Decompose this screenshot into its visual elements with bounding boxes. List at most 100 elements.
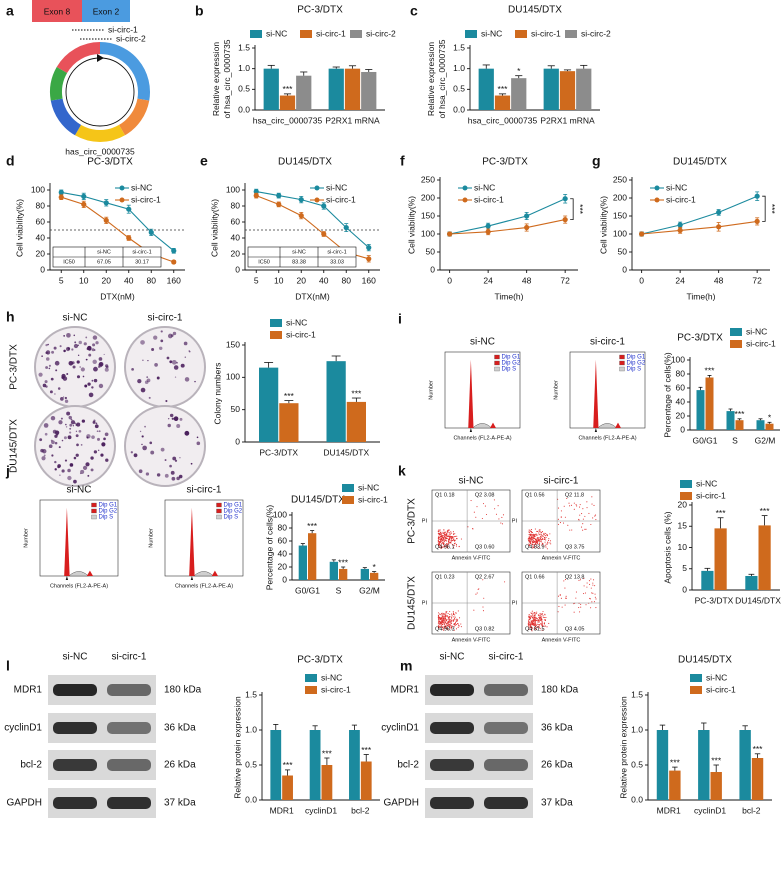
colony [61, 439, 64, 442]
cell-event [530, 531, 532, 533]
colony [73, 456, 77, 460]
colony [39, 438, 43, 442]
colony [87, 382, 91, 386]
chart-title: PC-3/DTX [297, 5, 343, 16]
bar [328, 68, 344, 110]
y-tick-label: 1.5 [245, 689, 257, 699]
cell-event [442, 613, 444, 615]
cell-event [573, 508, 575, 510]
x-tick-label: 20 [102, 275, 112, 285]
chart-title: PC-3/DTX [87, 157, 133, 168]
colony [154, 363, 158, 367]
colony [167, 418, 170, 420]
x-tick-label: PC-3/DTX [695, 595, 734, 605]
y-tick-label: 0.0 [238, 104, 250, 114]
cell-event [451, 617, 453, 619]
colony [67, 468, 71, 473]
cell-event [573, 502, 575, 504]
colony [103, 353, 105, 356]
bar [259, 367, 279, 442]
colony [90, 468, 94, 472]
scatter-y-label: PI [422, 518, 428, 524]
cell-event [438, 534, 440, 536]
cell-event [454, 623, 456, 625]
legend-label: si-NC [326, 182, 347, 192]
cell-event [448, 540, 450, 542]
cell-event [438, 533, 440, 535]
cell-event [482, 606, 484, 608]
blot-band [107, 759, 151, 771]
y-tick-label: 50 [231, 404, 241, 414]
cell-event [543, 534, 545, 536]
scatter-x-label: Annexin V-FITC [542, 637, 581, 643]
cell-event [580, 526, 583, 528]
cell-event [445, 623, 447, 625]
column-label: si-NC [63, 313, 88, 324]
size-label: 180 kDa [164, 685, 202, 696]
cell-event [444, 623, 446, 625]
x-tick-label: cyclinD1 [305, 805, 337, 815]
cell-event [453, 533, 455, 535]
colony [105, 364, 109, 368]
cell-event [444, 615, 446, 617]
protein-label: bcl-2 [397, 760, 419, 771]
cell-event [580, 603, 582, 605]
significance-label: *** [670, 757, 681, 767]
cell-event [460, 538, 462, 540]
point [298, 213, 304, 219]
cell-event [531, 534, 533, 536]
cell-event [443, 616, 445, 618]
colony [141, 443, 143, 446]
cell-event [444, 544, 446, 546]
panel-letter: a [6, 3, 14, 19]
colony [149, 441, 153, 445]
cell-event [446, 543, 448, 545]
scatter-y-label: PI [512, 600, 518, 606]
cell-event [536, 546, 538, 548]
cell-event [528, 624, 530, 626]
cell-event [535, 628, 537, 630]
colony [71, 361, 75, 365]
point [524, 224, 530, 231]
cell-event [535, 544, 537, 546]
colony [87, 474, 90, 477]
cell-event [529, 621, 531, 623]
quadrant-label: Q2 2.67 [475, 574, 495, 580]
cell-event [563, 522, 565, 524]
point [562, 217, 568, 223]
point [58, 194, 64, 200]
x-tick-label: MDR1 [270, 805, 294, 815]
colony [171, 476, 176, 481]
cell-event [528, 539, 530, 541]
colony [41, 456, 46, 461]
x-tick-label: bcl-2 [742, 805, 761, 815]
cell-event [444, 535, 446, 537]
point [126, 235, 132, 241]
cell-event [460, 623, 462, 625]
point [366, 245, 372, 251]
point [754, 193, 760, 199]
colony [43, 454, 46, 457]
colony [93, 450, 98, 454]
cell-event [437, 626, 440, 628]
colony [96, 430, 99, 433]
flow-legend-label: Dip G1 [502, 355, 521, 361]
histogram-x-label: Channels (FL2-A-PE-A) [453, 435, 511, 441]
cell-event [450, 628, 452, 630]
cell-event [557, 518, 559, 520]
cell-event [445, 537, 447, 540]
colony [64, 396, 68, 400]
cell-event [437, 612, 440, 614]
cell-event [528, 543, 530, 545]
blot-band [107, 797, 151, 809]
y-tick-label: 0 [282, 574, 287, 584]
cell-event [448, 541, 450, 543]
cell-event [533, 628, 535, 630]
flow-legend-label: Dip G2 [502, 361, 521, 367]
colony [63, 335, 66, 337]
colony [172, 331, 177, 336]
cell-event [443, 529, 445, 531]
y-tick-label: 100 [671, 354, 685, 364]
cell-event [449, 614, 451, 616]
bar [543, 68, 559, 110]
